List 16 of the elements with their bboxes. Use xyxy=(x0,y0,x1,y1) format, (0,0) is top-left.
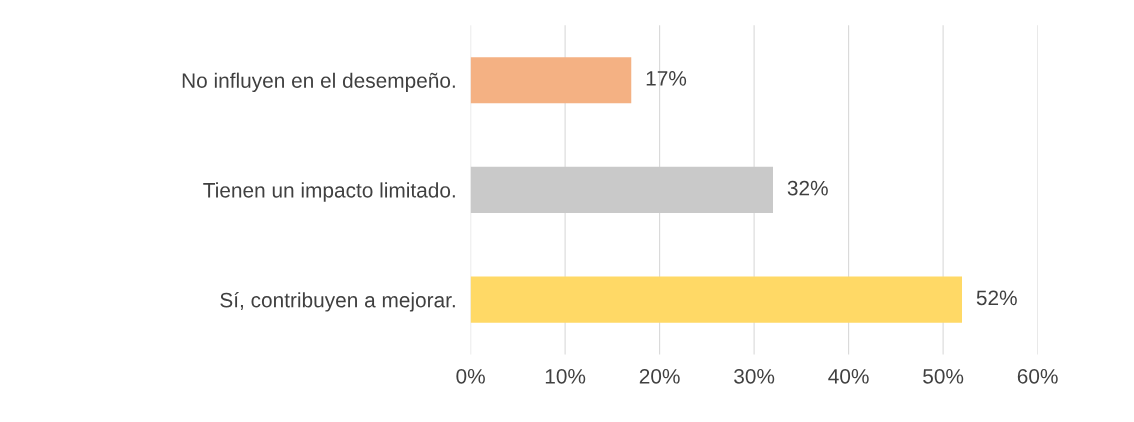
x-tick-label: 60% xyxy=(1017,368,1058,384)
data-label: 32% xyxy=(787,180,828,196)
bar xyxy=(470,276,963,323)
data-label: 17% xyxy=(646,71,687,86)
x-tick-label: 30% xyxy=(734,368,775,384)
x-tick-label: 10% xyxy=(545,368,586,384)
x-tick-label: 40% xyxy=(828,368,869,384)
x-tick-label: 20% xyxy=(639,368,680,384)
y-tick-label: No influyen en el desempeño. xyxy=(182,72,455,93)
bar xyxy=(470,166,774,213)
bar xyxy=(470,57,632,104)
x-tick-label: 50% xyxy=(923,368,964,384)
y-tick-label: Sí, contribuyen a mejorar. xyxy=(220,291,455,312)
data-label: 52% xyxy=(976,290,1017,306)
x-tick-label: 0% xyxy=(456,368,485,384)
y-tick-label: Tienen un impacto limitado. xyxy=(203,182,455,202)
